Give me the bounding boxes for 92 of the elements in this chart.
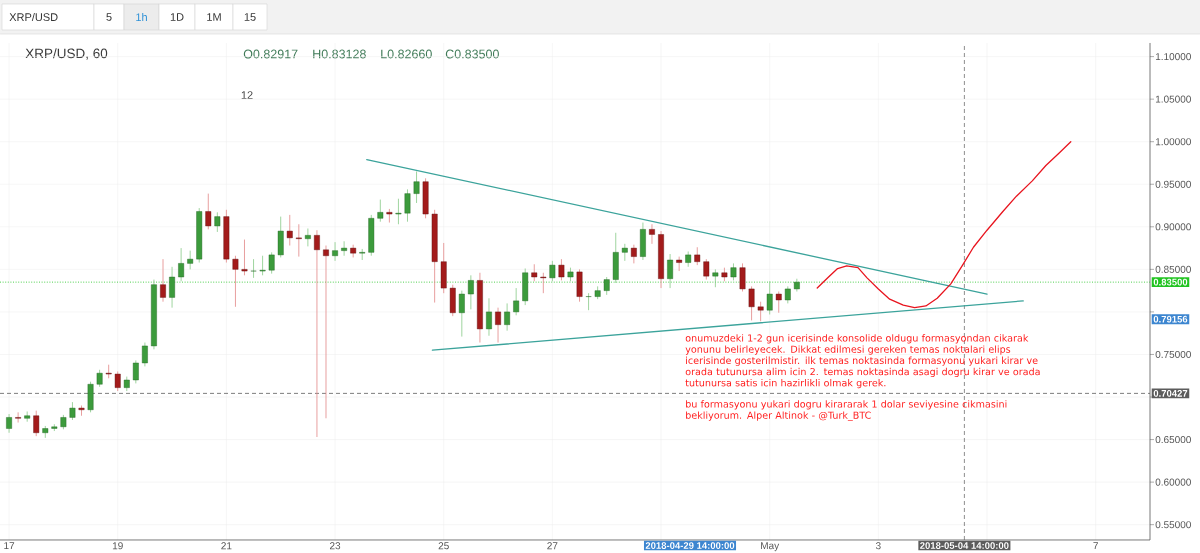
x-tick-label: 7 xyxy=(1093,542,1098,550)
candlestick xyxy=(513,287,520,316)
line-series xyxy=(816,141,1072,309)
y-tick-label: 0.55000 xyxy=(1155,521,1191,529)
candlestick xyxy=(467,274,474,310)
text: 0.79156 xyxy=(1153,315,1188,323)
candlestick xyxy=(277,216,284,258)
candlestick xyxy=(205,193,212,230)
candlestick xyxy=(286,214,293,246)
x-tick-label: 23 xyxy=(329,542,341,550)
y-tick-label: 1.00000 xyxy=(1155,138,1191,146)
candlestick xyxy=(676,256,683,272)
candlestick xyxy=(558,258,565,281)
x-tick-label: 17 xyxy=(4,542,15,550)
candlestick xyxy=(748,285,755,321)
annotation: bu formasyonu yukari dogru kirararak 1 dolar seviyesine cikmasini bekliyorum. Alper Altinok - @Turk_BTC xyxy=(686,400,1007,421)
x-tick-label: May xyxy=(761,542,780,552)
candlestick xyxy=(495,307,501,343)
x-tick-label: 25 xyxy=(438,542,449,550)
candlestick xyxy=(630,244,637,264)
candlestick xyxy=(33,410,40,437)
candlestick xyxy=(132,360,139,384)
candlestick xyxy=(259,255,266,276)
candlestick xyxy=(540,272,547,294)
x-tick-label: 27 xyxy=(547,542,558,550)
annotation: onumuzdeki 1-2 gun icerisinde konsolide oldugu formasyondan cikarak yonunu belirleyecek. Dikkat edilmesi gereken temas noktalari elips icerisinde gosterilmistir. ilk temas noktasinda formasyonu yukari kirar ve orada tutunursa alim icin 2. temas noktasinda asagi dogru kirar ve orada tutunursa satis icin hazirlikli olmak gerek. xyxy=(685,334,1040,389)
candlestick xyxy=(232,255,239,308)
y-tick-label: 0.75000 xyxy=(1155,350,1191,358)
candlestick xyxy=(386,208,393,223)
candlestick xyxy=(314,229,320,438)
text: 2018-04-29 14:00:00 xyxy=(645,542,735,549)
text: 1M xyxy=(207,13,221,21)
y-tick-label: 0.95000 xyxy=(1155,180,1191,188)
candlestick xyxy=(413,171,420,204)
candlestick xyxy=(585,292,592,311)
annotation: O0.82917 xyxy=(243,49,298,59)
ref-line-label: 0.70427 xyxy=(1153,390,1188,397)
candlestick xyxy=(486,297,492,337)
candlestick xyxy=(295,223,302,257)
annotation: L0.82660 xyxy=(381,49,432,59)
chart-title: XRP/USD xyxy=(9,12,58,22)
y-tick-label: 0.85000 xyxy=(1155,265,1191,273)
text: 15 xyxy=(244,13,256,21)
candlestick xyxy=(775,291,782,314)
candlestick xyxy=(332,241,338,262)
annotation: H0.83128 xyxy=(313,49,366,59)
chart-subtitle: XRP/USD, 60 xyxy=(25,48,108,60)
ref-line-label: 2018-05-04 14:00:00 xyxy=(920,542,1009,549)
candlestick xyxy=(114,371,121,392)
candlestick xyxy=(712,268,719,288)
candlestick xyxy=(160,258,166,303)
ref-line-label: 0.83500 xyxy=(1153,278,1188,286)
candlestick xyxy=(667,253,673,289)
annotation: 12 xyxy=(241,91,253,99)
text: 1D xyxy=(170,13,184,21)
candlestick xyxy=(377,199,384,223)
candlestick xyxy=(341,240,347,257)
annotation: C0.83500 xyxy=(445,49,499,59)
candlestick xyxy=(178,247,185,282)
candlestick xyxy=(766,280,773,315)
candlestick xyxy=(105,364,112,379)
candlestick xyxy=(304,228,311,247)
candlestick xyxy=(323,245,329,419)
candlestick xyxy=(703,258,710,280)
candlestick xyxy=(404,188,411,223)
candlestick xyxy=(169,266,175,309)
candlestick xyxy=(739,263,746,292)
candlestick xyxy=(6,413,12,434)
y-tick-label: 0.60000 xyxy=(1155,478,1191,486)
x-tick-label: 21 xyxy=(221,542,232,550)
candlestick xyxy=(241,239,248,276)
candlestick xyxy=(458,290,465,337)
candlestick xyxy=(187,250,194,270)
x-tick-label: 3 xyxy=(875,542,881,550)
candlestick xyxy=(250,258,257,279)
candlestick xyxy=(214,211,221,233)
candlestick xyxy=(757,301,764,322)
y-tick-label: 0.90000 xyxy=(1155,223,1191,231)
x-tick-label: 19 xyxy=(112,542,123,550)
candlestick xyxy=(549,260,556,282)
candlestick xyxy=(395,198,402,225)
candlestick xyxy=(359,248,366,261)
text: 5 xyxy=(106,13,112,21)
y-tick-label: 0.65000 xyxy=(1155,436,1191,444)
text: 1h xyxy=(136,13,147,21)
candlestick xyxy=(504,303,510,332)
y-tick-label: 1.10000 xyxy=(1155,53,1191,61)
candlestick xyxy=(141,342,148,367)
y-tick-label: 1.05000 xyxy=(1155,95,1191,103)
candlestick xyxy=(649,223,655,245)
candlestick xyxy=(15,411,22,423)
candlestick xyxy=(268,251,275,275)
